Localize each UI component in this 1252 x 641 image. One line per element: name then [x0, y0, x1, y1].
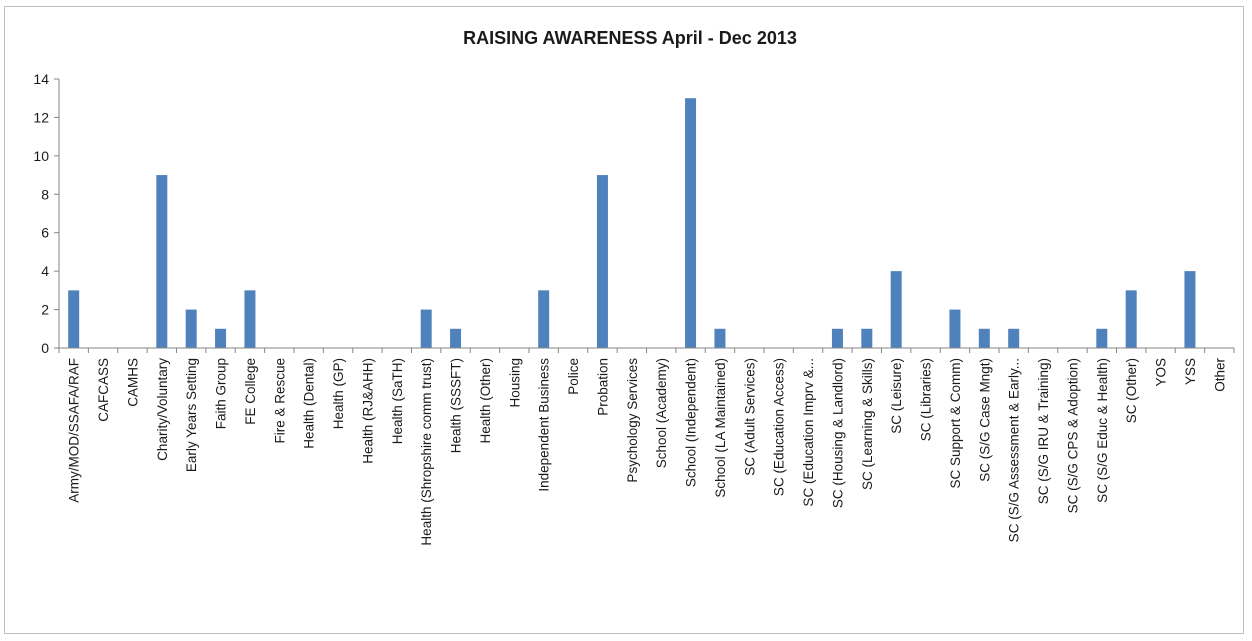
x-tick-label: Health (Shropshire comm trust): [419, 358, 434, 546]
x-tick-label: Faith Group: [214, 358, 229, 429]
x-tick-label: Probation: [595, 358, 610, 416]
x-tick-label: Health (GP): [331, 358, 346, 429]
bar: [1125, 290, 1137, 348]
bar: [831, 328, 843, 348]
bar: [68, 290, 80, 348]
chart-frame: [4, 6, 1244, 634]
x-tick-label: School (Academy): [654, 358, 669, 468]
x-tick-label: Housing: [507, 358, 522, 408]
x-tick-label: Other: [1212, 357, 1227, 391]
x-tick-label: CAMHS: [125, 358, 140, 407]
x-tick-label: Health (Other): [478, 358, 493, 444]
x-tick-label: SC (Education Imprv &...: [801, 358, 816, 507]
bar: [420, 309, 432, 348]
x-tick-label: Independent Business: [537, 358, 552, 492]
x-axis: Army/MOD/SSAFA/RAF CAFCASS CAMHS Charity/Vo…: [58, 347, 1235, 546]
x-tick-label: Police: [566, 358, 581, 395]
y-tick-label: 2: [41, 302, 49, 318]
x-tick-label: SC (Learning & Skills): [860, 358, 875, 490]
bar: [861, 328, 873, 348]
bar: [714, 328, 726, 348]
bar: [949, 309, 961, 348]
bar: [1184, 271, 1196, 348]
bar: [156, 175, 168, 348]
bar: [185, 309, 197, 348]
y-axis: 0 2 4 6 8 10 12 14: [33, 71, 60, 356]
bar: [538, 290, 550, 348]
bar: [890, 271, 902, 348]
y-tick-label: 0: [41, 340, 49, 356]
bar: [1008, 328, 1020, 348]
x-tick-label: Fire & Rescue: [272, 358, 287, 444]
y-tick-label: 12: [33, 109, 49, 125]
bar: [244, 290, 256, 348]
x-tick-label: School (LA Maintained): [713, 358, 728, 498]
x-tick-label: Early Years Setting: [184, 358, 199, 472]
y-tick-label: 14: [33, 71, 49, 87]
y-tick-label: 8: [41, 186, 49, 202]
x-tick-label: Health (Dental): [302, 358, 317, 449]
x-tick-label: SC (Adult Services): [742, 358, 757, 476]
x-tick-label: SC Support & Comm): [948, 358, 963, 489]
x-tick-label: SC (Housing & Landlord): [830, 358, 845, 508]
bar: [685, 98, 697, 348]
x-tick-label: Psychology Services: [625, 358, 640, 483]
x-tick-label: SC (Libraries): [919, 358, 934, 441]
x-tick-label: SC (Other): [1124, 358, 1139, 423]
x-tick-label: YOS: [1154, 358, 1169, 387]
bar: [596, 175, 608, 348]
x-tick-label: YSS: [1183, 358, 1198, 385]
x-tick-label: Health (SaTH): [390, 358, 405, 444]
bar: [978, 328, 990, 348]
bar: [450, 328, 462, 348]
bar: [215, 328, 227, 348]
x-tick-label: SC (S/G IRU & Training): [1036, 358, 1051, 504]
x-tick-label: Charity/Voluntary: [155, 358, 170, 461]
x-tick-label: Health (SSSFT): [449, 358, 464, 453]
x-tick-label: FE College: [243, 358, 258, 425]
bars: [68, 98, 1196, 348]
x-tick-label: SC (S/G Assessment & Early...: [1007, 358, 1022, 542]
x-tick-label: Health (RJ&AHH): [360, 358, 375, 464]
y-tick-label: 4: [41, 263, 49, 279]
x-tick-label: School (Independent): [684, 358, 699, 487]
y-tick-label: 6: [41, 225, 49, 241]
x-tick-label: SC (Leisure): [889, 358, 904, 434]
bar: [1096, 328, 1108, 348]
x-tick-label: SC (S/G Educ & Health): [1095, 358, 1110, 503]
y-tick-label: 10: [33, 148, 49, 164]
x-tick-label: SC (S/G CPS & Adoption): [1065, 358, 1080, 513]
x-tick-label: SC (Education Access): [772, 358, 787, 496]
x-tick-label: Army/MOD/SSAFA/RAF: [67, 358, 82, 503]
x-tick-label: CAFCASS: [96, 358, 111, 422]
chart-title: RAISING AWARENESS April - Dec 2013: [463, 28, 797, 48]
x-tick-label: SC (S/G Case Mngt): [977, 358, 992, 482]
